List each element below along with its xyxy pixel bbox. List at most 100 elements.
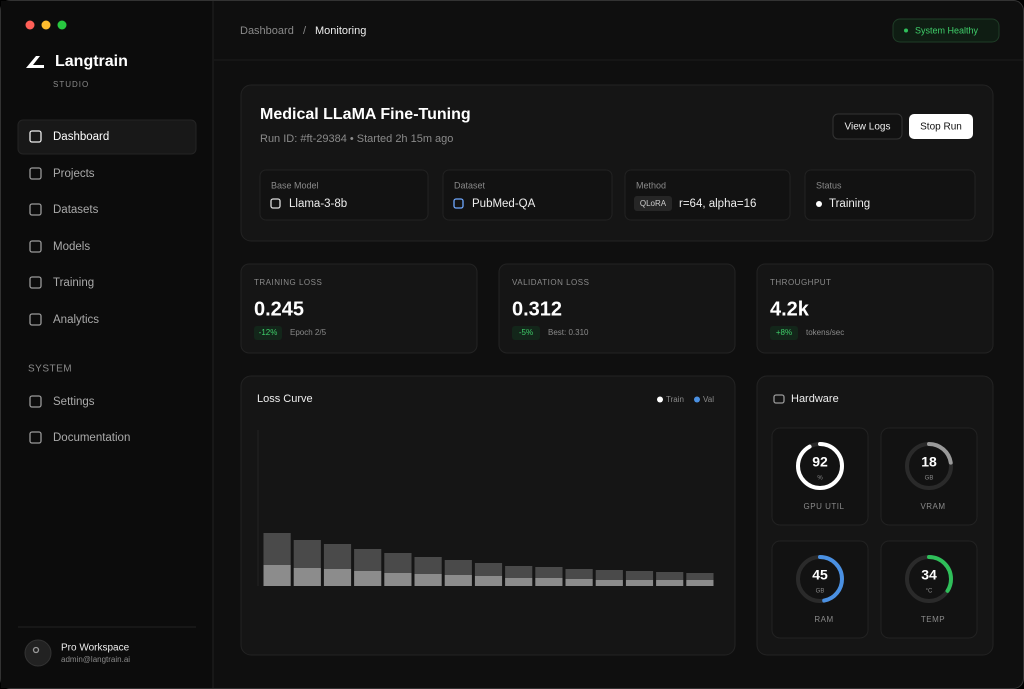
info-label: Dataset: [454, 180, 486, 190]
metric-change: -5%: [519, 328, 533, 337]
info-box: [805, 170, 975, 220]
metrics: TRAINING LOSS 0.245 -12% Epoch 2/5 VALIDATIO…: [241, 264, 993, 353]
legend-label: Val: [703, 395, 714, 404]
zoom-dot[interactable]: [58, 21, 67, 30]
chart-card: [241, 376, 735, 655]
bar-segment: [656, 572, 683, 580]
bar-segment: [535, 567, 562, 578]
info-box: [625, 170, 790, 220]
bar-segment: [384, 553, 411, 573]
info-value: PubMed-QA: [472, 198, 536, 210]
bar-segment: [264, 565, 291, 586]
metric-note: Best: 0.310: [548, 328, 589, 337]
bar-segment: [415, 574, 442, 586]
bar-segment: [415, 557, 442, 574]
metric-label: VALIDATION LOSS: [512, 278, 589, 287]
button-label[interactable]: View Logs: [845, 122, 891, 133]
bar-segment: [445, 575, 472, 586]
gauge-value: 92: [812, 454, 828, 470]
bar-segment: [294, 568, 321, 586]
metric-value: 0.245: [254, 298, 304, 320]
bar-segment: [626, 580, 653, 586]
bar-segment: [354, 571, 381, 586]
metric-value: 0.312: [512, 298, 562, 320]
gauge-label: GPU UTIL: [804, 502, 845, 511]
metric-change: -12%: [259, 328, 278, 337]
metric-label: THROUGHPUT: [770, 278, 831, 287]
bar-segment: [505, 566, 532, 578]
run-title: Medical LLaMA Fine-Tuning: [260, 106, 471, 123]
user-name: Pro Workspace: [61, 643, 130, 654]
nav-item[interactable]: Analytics: [53, 314, 99, 326]
info-label: Status: [816, 180, 842, 190]
nav-section: SYSTEM: [28, 364, 72, 375]
bar-segment: [596, 570, 623, 580]
bar-segment: [686, 573, 713, 580]
bar-segment: [264, 533, 291, 565]
brand-sub: STUDIO: [53, 80, 89, 89]
bar-segment: [686, 580, 713, 586]
gauge-unit: GB: [816, 589, 825, 595]
bar-segment: [294, 540, 321, 568]
bar-segment: [475, 563, 502, 576]
gauge-value: 18: [921, 454, 937, 470]
gauge-unit: %: [817, 476, 823, 482]
bar-segment: [475, 576, 502, 586]
bar-segment: [566, 579, 593, 586]
method-tag-text: QLoRA: [640, 199, 667, 208]
status-dot: [816, 201, 822, 207]
gauge-value: 45: [812, 567, 828, 583]
metric-note: Epoch 2/5: [290, 328, 327, 337]
run-subtitle: Run ID: #ft-29384 • Started 2h 15m ago: [260, 133, 453, 145]
info-box: [443, 170, 612, 220]
nav-item[interactable]: Models: [53, 241, 90, 253]
user-email: admin@langtrain.ai: [61, 655, 130, 664]
minimize-dot[interactable]: [42, 21, 51, 30]
legend-label: Train: [666, 395, 684, 404]
bar-segment: [384, 573, 411, 586]
bar-segment: [566, 569, 593, 579]
gauge-label: VRAM: [920, 502, 945, 511]
close-dot[interactable]: [26, 21, 35, 30]
nav-item[interactable]: Settings: [53, 396, 95, 408]
legend-dot: [657, 397, 663, 403]
info-label: Base Model: [271, 180, 319, 190]
bar-segment: [354, 549, 381, 571]
bar-segment: [324, 569, 351, 586]
hardware-title: Hardware: [791, 393, 839, 405]
nav-item[interactable]: Projects: [53, 168, 95, 180]
sidebar: [1, 1, 213, 688]
bar-segment: [535, 578, 562, 586]
gauge-label: TEMP: [921, 615, 945, 624]
gauge-unit: °C: [926, 589, 933, 595]
nav-item[interactable]: Datasets: [53, 204, 99, 216]
breadcrumb-item[interactable]: Dashboard: [240, 25, 294, 37]
status-dot: [904, 29, 908, 33]
bar-segment: [596, 580, 623, 586]
bar-segment: [505, 578, 532, 586]
info-label: Method: [636, 180, 666, 190]
gauge-unit: GB: [925, 476, 934, 482]
brand-name: Langtrain: [55, 53, 128, 70]
bar-segment: [324, 544, 351, 569]
metric-note: tokens/sec: [806, 328, 844, 337]
gauge-value: 34: [921, 567, 937, 583]
chart-title: Loss Curve: [257, 393, 313, 405]
button-label[interactable]: Stop Run: [920, 122, 962, 133]
status-text: System Healthy: [915, 25, 979, 35]
legend-dot: [694, 397, 700, 403]
bar-segment: [656, 580, 683, 586]
info-box: [260, 170, 428, 220]
gauge-label: RAM: [814, 615, 833, 624]
nav-item[interactable]: Documentation: [53, 432, 130, 444]
bar-segment: [445, 560, 472, 575]
avatar[interactable]: [25, 640, 51, 666]
info-value: r=64, alpha=16: [679, 198, 756, 210]
nav-item[interactable]: Dashboard: [53, 131, 109, 143]
breadcrumb-item: Monitoring: [315, 25, 366, 37]
bar-segment: [626, 571, 653, 580]
nav-item[interactable]: Training: [53, 277, 94, 289]
info-value: Llama-3-8b: [289, 198, 347, 210]
metric-label: TRAINING LOSS: [254, 278, 322, 287]
